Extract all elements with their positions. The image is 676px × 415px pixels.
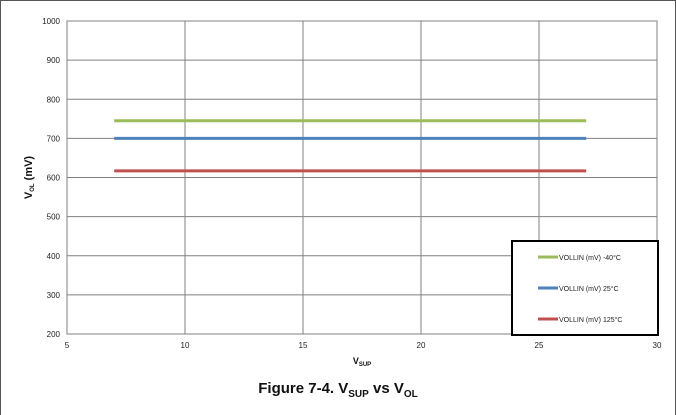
series-lines (114, 119, 587, 173)
x-tick-label: 5 (65, 341, 70, 350)
y-tick-label: 300 (47, 291, 61, 300)
y-tick-label: 800 (47, 95, 61, 104)
x-tick-label: 15 (299, 341, 308, 350)
y-axis-label: VOL (mV) (23, 156, 36, 200)
y-tick-labels: 200 300 400 500 600 700 800 900 1000 (42, 17, 60, 339)
x-tick-label: 30 (653, 341, 662, 350)
line-chart: 200 300 400 500 600 700 800 900 1000 5 10 15 20 25 30… (23, 17, 662, 368)
legend-label: VOLLIN (mV) -40°C (559, 254, 621, 262)
y-tick-label: 600 (47, 174, 61, 183)
caption-sub-ol: OL (403, 389, 418, 400)
legend-label: VOLLIN (mV) 125°C (559, 316, 623, 324)
plot-area-border (66, 20, 658, 335)
y-tick-label: 400 (47, 252, 61, 261)
caption-prefix: Figure 7-4. V (258, 380, 349, 397)
x-tick-label: 25 (535, 341, 544, 350)
y-tick-label: 900 (47, 56, 61, 65)
caption-middle: vs V (368, 380, 404, 397)
legend-box (511, 240, 659, 336)
legend: VOLLIN (mV) -40°C VOLLIN (mV) 25°C VOLLIN … (511, 240, 659, 336)
x-tick-label: 20 (417, 341, 426, 350)
caption-sub-sup: SUP (348, 389, 369, 400)
x-tick-labels: 5 10 15 20 25 30 (65, 341, 662, 350)
y-tick-label: 200 (47, 330, 61, 339)
x-axis-label: VSUP (353, 356, 371, 368)
legend-label: VOLLIN (mV) 25°C (559, 285, 619, 293)
y-tick-label: 700 (47, 134, 61, 143)
x-tick-label: 10 (181, 341, 190, 350)
y-tick-label: 1000 (42, 17, 60, 26)
y-tick-label: 500 (47, 213, 61, 222)
figure-caption: Figure 7-4. VSUP vs VOL (0, 380, 676, 400)
